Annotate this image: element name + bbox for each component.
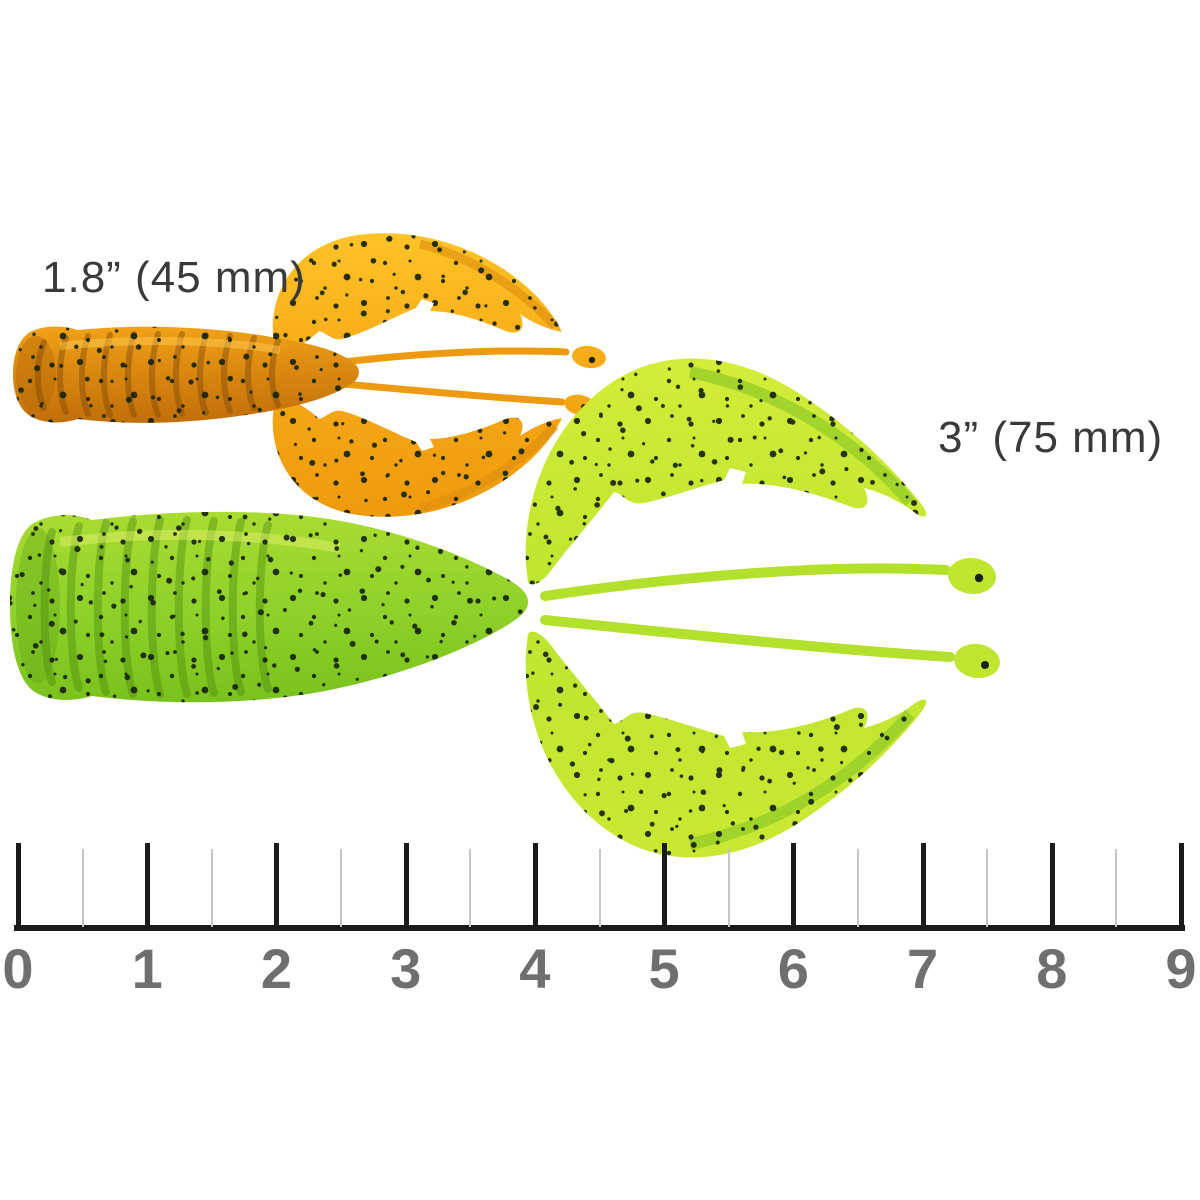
- ruler-tick-major: [145, 843, 151, 929]
- ruler-tick-major: [1049, 843, 1055, 929]
- ruler-tick-minor: [469, 849, 472, 927]
- large-lure-size-label: 3” (75 mm): [938, 413, 1164, 462]
- ruler-tick-minor: [598, 849, 601, 927]
- small-lure-size-label: 1.8” (45 mm): [42, 253, 306, 302]
- small-lure-antenna: [340, 380, 566, 406]
- ruler-tick-major: [16, 843, 21, 929]
- ruler-tick-major: [662, 843, 668, 929]
- large-lure-antenna: [540, 563, 951, 601]
- ruler-number: 8: [1036, 937, 1068, 1000]
- ruler-number: 2: [260, 937, 293, 1000]
- ruler-tick-major: [532, 843, 538, 929]
- ruler-tick-major: [274, 843, 280, 929]
- ruler-number: 3: [390, 937, 422, 1000]
- ruler-tick-minor: [81, 849, 84, 927]
- ruler-tick-minor: [210, 849, 213, 927]
- small-lure-antenna: [340, 347, 570, 366]
- large-lure-antenna: [540, 615, 955, 662]
- ruler-number: 5: [648, 937, 680, 1000]
- ruler-baseline: [14, 925, 1185, 931]
- ruler-tick-minor: [340, 849, 343, 927]
- large-lure-image: [10, 358, 1000, 858]
- ruler-tick-minor: [1115, 849, 1118, 927]
- ruler-tick-major: [1179, 843, 1184, 929]
- ruler-number: 9: [1165, 937, 1197, 1000]
- small-lure-image: [13, 233, 606, 517]
- ruler-number: 1: [131, 937, 163, 1000]
- ruler-tick-major: [403, 843, 409, 929]
- ruler-tick-major: [791, 843, 797, 929]
- ruler-number: 4: [519, 937, 551, 1000]
- ruler-tick-major: [920, 843, 926, 929]
- ruler-tick-minor: [856, 849, 859, 927]
- ruler-tick-minor: [986, 849, 989, 927]
- ruler-tick-minor: [727, 849, 730, 927]
- ruler: 0 1 2 3 4 5 6 7 8 9: [2, 843, 1197, 1003]
- ruler-number: 0: [2, 937, 34, 1000]
- ruler-number: 7: [906, 937, 939, 1000]
- ruler-number: 6: [777, 937, 809, 1000]
